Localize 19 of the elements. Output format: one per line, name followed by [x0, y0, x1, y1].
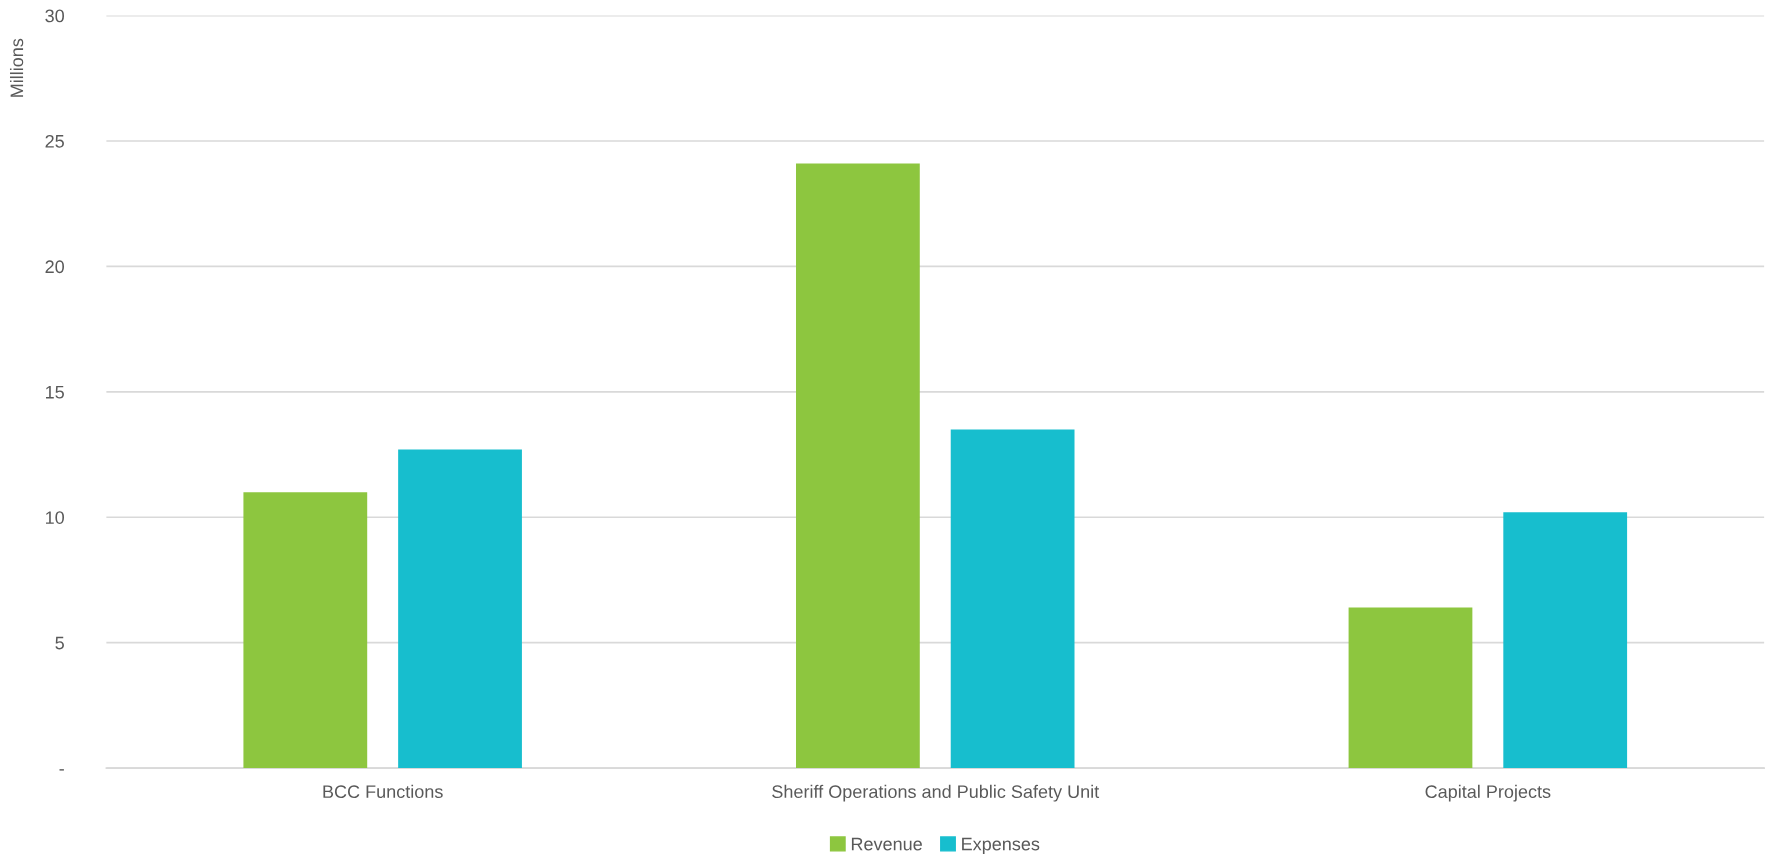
bar — [950, 429, 1075, 769]
bar — [1503, 512, 1628, 769]
x-tick-label: BCC Functions — [323, 784, 443, 799]
bar — [796, 163, 920, 769]
y-tick-label: 5 — [55, 636, 64, 650]
bar — [1348, 607, 1473, 769]
y-tick-label: 30 — [45, 9, 65, 23]
y-tick-label: 10 — [46, 511, 65, 524]
bar — [398, 449, 522, 769]
x-tick-label: Sheriff Operations and Public Safety Unit — [772, 784, 1100, 802]
y-tick-label: - — [59, 769, 64, 771]
y-tick-label: 15 — [46, 385, 64, 399]
legend-label: Revenue — [851, 837, 922, 851]
y-tick-label: 25 — [45, 134, 64, 148]
y-tick-label: 20 — [45, 260, 65, 274]
legend-label: Expenses — [962, 837, 1040, 854]
bar — [243, 492, 368, 769]
x-tick-label: Capital Projects — [1425, 784, 1551, 802]
y-axis-title: Millions — [9, 38, 24, 97]
